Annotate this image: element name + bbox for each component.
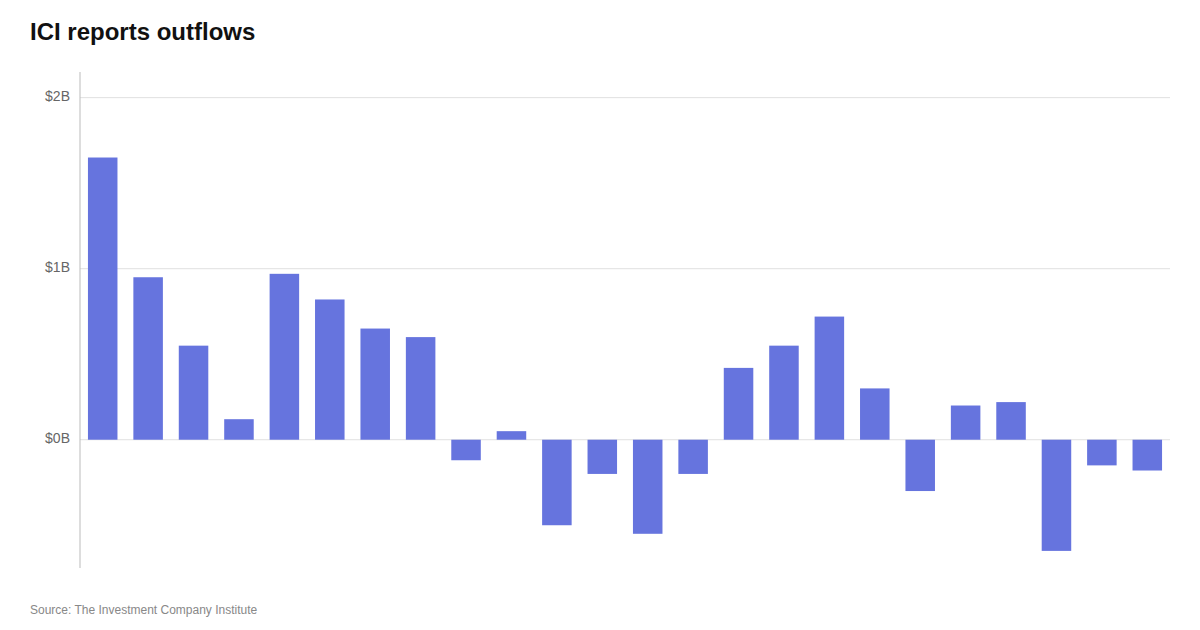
bar — [451, 440, 481, 461]
bar — [224, 419, 254, 440]
bar — [769, 346, 799, 440]
bar — [360, 329, 390, 440]
bar — [588, 440, 618, 474]
bar — [678, 440, 708, 474]
bar — [905, 440, 935, 491]
bar — [133, 277, 163, 439]
bar — [860, 388, 890, 439]
bar — [406, 337, 436, 440]
bar — [1042, 440, 1072, 551]
source-note: Source: The Investment Company Institute — [30, 603, 258, 617]
chart-svg: $0B $1B $2B ICI reports outflows Source: The… — [0, 0, 1200, 630]
y-tick-label: $2B — [45, 88, 70, 104]
grid-line — [80, 97, 1170, 98]
title: ICI reports outflows — [30, 18, 255, 45]
chart-container: $0B $1B $2B ICI reports outflows Source: The… — [0, 0, 1200, 630]
bar — [270, 274, 300, 440]
bar — [1087, 440, 1117, 466]
bar — [633, 440, 663, 534]
bar — [315, 299, 345, 439]
bar — [996, 402, 1026, 440]
bar — [179, 346, 209, 440]
bar — [951, 406, 981, 440]
bars — [88, 158, 1162, 551]
bar — [1133, 440, 1163, 471]
grid — [80, 98, 1170, 440]
bar — [724, 368, 754, 440]
y-tick-label: $0B — [45, 430, 70, 446]
y-tick-label: $1B — [45, 259, 70, 275]
y-axis-line — [80, 72, 81, 568]
bar — [542, 440, 572, 526]
bar — [815, 317, 845, 440]
bar — [88, 158, 118, 440]
bar — [497, 431, 527, 440]
grid-line — [80, 268, 1170, 269]
